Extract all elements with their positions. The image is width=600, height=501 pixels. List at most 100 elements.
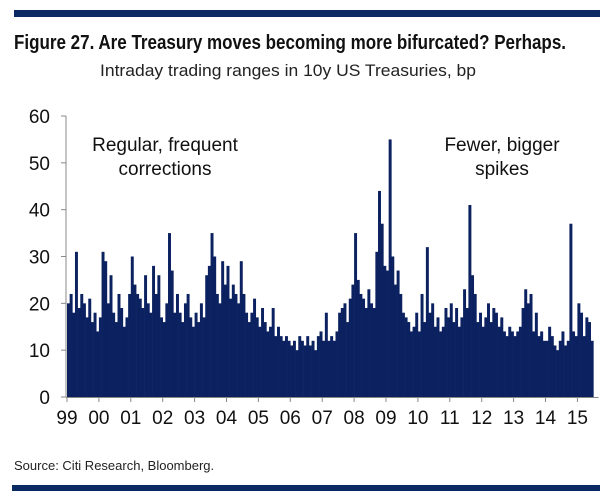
bar [497, 326, 501, 397]
bar [417, 331, 421, 397]
bar [526, 303, 530, 397]
y-tick-label: 10 [29, 341, 50, 362]
bar [231, 284, 235, 397]
bar [542, 340, 546, 397]
x-tick-label: 03 [184, 408, 205, 429]
bar [141, 308, 145, 397]
annotation-spikes-line1: Fewer, bigger [444, 135, 560, 156]
x-tick-label: 14 [535, 408, 557, 429]
bar [561, 331, 565, 397]
bar [558, 340, 562, 397]
bar [540, 331, 544, 397]
y-tick-label: 30 [29, 248, 50, 269]
bar [574, 336, 578, 397]
bar [120, 308, 124, 397]
x-tick-label: 02 [152, 408, 173, 429]
bar [518, 326, 522, 397]
bar [502, 331, 506, 397]
bar [165, 303, 169, 397]
bar [388, 139, 392, 398]
bar [114, 322, 118, 397]
bar [431, 303, 435, 397]
bar [439, 331, 443, 397]
bar [537, 336, 541, 397]
bar [157, 275, 161, 397]
x-tick-label: 06 [280, 408, 301, 429]
bar [489, 322, 493, 397]
bar [146, 303, 150, 397]
bar [428, 312, 432, 397]
bar [532, 331, 536, 397]
bar [335, 331, 339, 397]
bar [351, 284, 355, 397]
y-tick-label: 20 [29, 294, 50, 315]
bar [186, 293, 190, 397]
bar [98, 317, 102, 397]
bar [229, 298, 233, 397]
bar [104, 261, 108, 397]
x-tick-label: 00 [88, 408, 109, 429]
bar [261, 308, 265, 397]
bar [468, 204, 472, 397]
bar [580, 312, 584, 397]
bar [67, 303, 70, 397]
bar [484, 317, 488, 397]
y-axis: 0 10 20 30 40 50 60 [29, 107, 67, 409]
bar [300, 340, 304, 397]
bar [513, 336, 517, 397]
bar [590, 340, 594, 397]
bar [471, 275, 475, 397]
bar [253, 298, 257, 397]
bar [82, 303, 86, 397]
bar [263, 322, 267, 397]
bar [476, 322, 480, 397]
bar [128, 293, 132, 397]
bar [566, 340, 570, 397]
bar [457, 326, 461, 397]
bar [88, 298, 92, 397]
bar [181, 322, 185, 397]
y-tick-label: 50 [29, 154, 50, 175]
bar [364, 308, 368, 397]
x-tick-label: 99 [56, 408, 77, 429]
bar [473, 293, 477, 397]
bar [500, 317, 504, 397]
bar [510, 331, 514, 397]
bar [340, 308, 344, 397]
bar [191, 326, 195, 397]
y-tick-label: 40 [29, 201, 50, 222]
y-tick-label: 60 [29, 107, 50, 128]
bar [271, 308, 275, 397]
bar [266, 331, 270, 397]
bar [393, 284, 397, 397]
bar [144, 275, 148, 397]
bar [455, 308, 459, 397]
bar [420, 293, 424, 397]
bar [74, 251, 78, 397]
bar [367, 289, 371, 397]
bar [85, 317, 89, 397]
bar [274, 336, 278, 397]
x-tick-label: 05 [248, 408, 269, 429]
x-tick-label: 10 [407, 408, 428, 429]
bar [425, 247, 429, 397]
bar [237, 303, 241, 397]
bar [324, 312, 328, 397]
bar [205, 275, 209, 397]
bar [314, 350, 318, 397]
bar [356, 279, 360, 397]
bar [577, 303, 581, 397]
bar [487, 303, 490, 397]
bar [308, 345, 312, 397]
bar [524, 289, 528, 397]
annotation-spikes-line2: spikes [475, 159, 529, 180]
bar [194, 312, 198, 397]
chart-subtitle: Intraday trading ranges in 10y US Treasu… [100, 61, 476, 80]
bar [178, 312, 182, 397]
x-tick-label: 15 [567, 408, 588, 429]
bar [492, 308, 496, 397]
bar [226, 265, 230, 397]
bar [404, 317, 408, 397]
bar [93, 312, 97, 397]
bar [396, 270, 400, 397]
